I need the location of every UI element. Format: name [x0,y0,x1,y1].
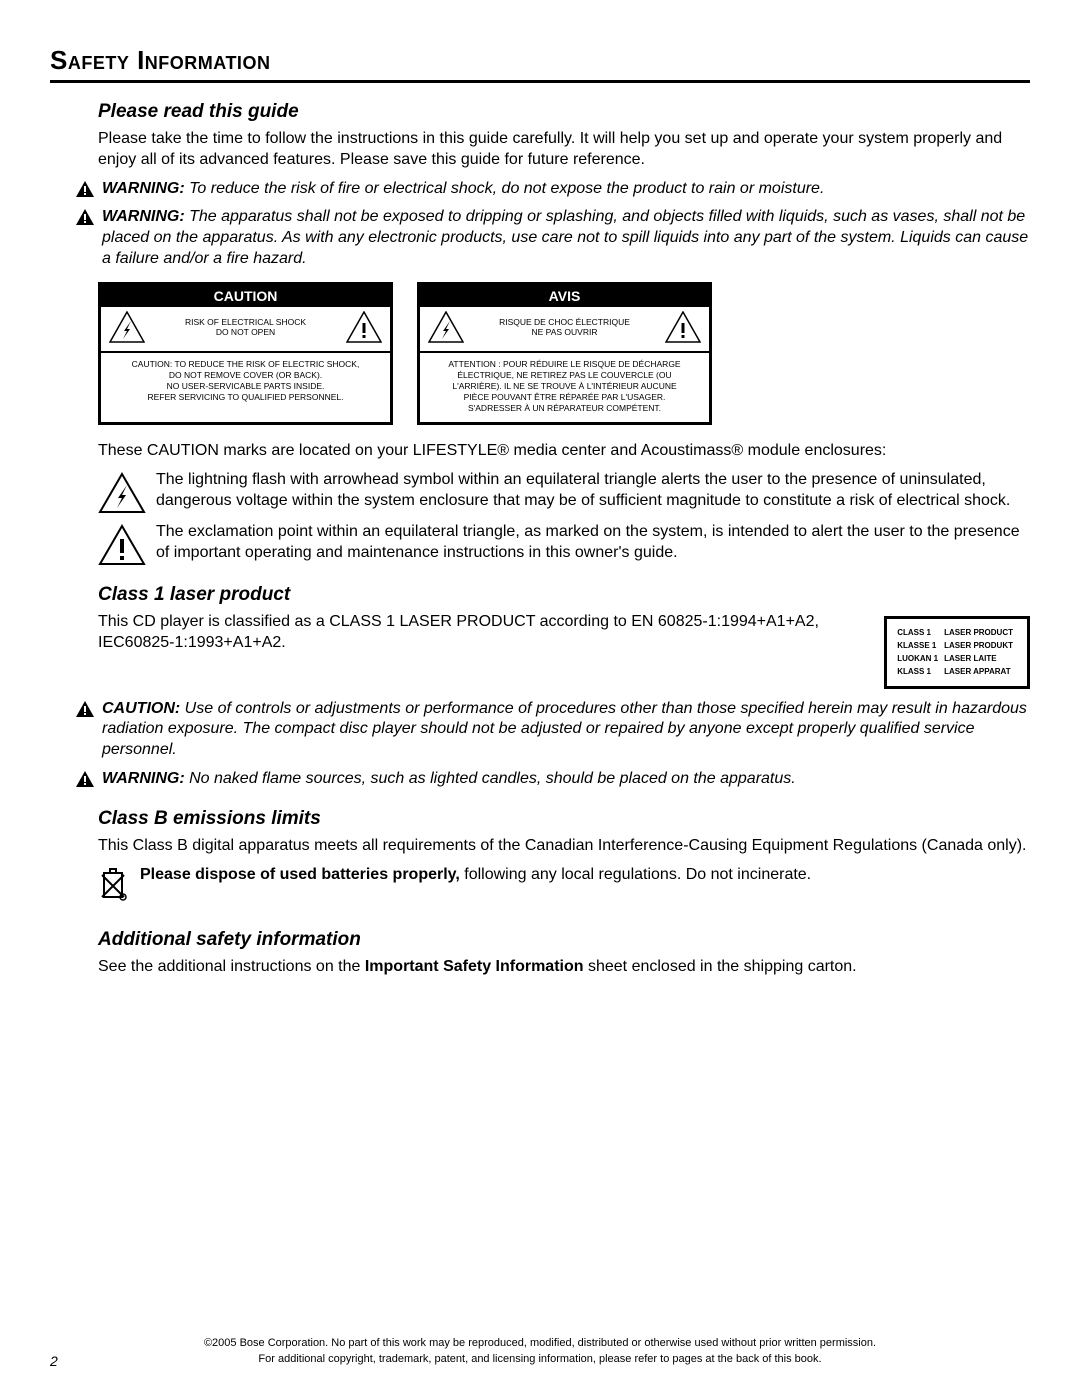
section-laser-title: Class 1 laser product [98,584,1030,606]
caution-box-fr: AVIS RISQUE DE CHOC ÉLECTRIQUENE PAS OUV… [417,282,712,425]
battery-row: Please dispose of used batteries properl… [98,865,1030,901]
battery-disposal-icon [98,865,128,901]
warning-2: WARNING: The apparatus shall not be expo… [76,207,1030,269]
warning-3-text: No naked flame sources, such as lighted … [189,770,796,787]
warning-2-label: WARNING: [102,208,185,225]
caution-boxes: CAUTION RISK OF ELECTRICAL SHOCKDO NOT O… [98,282,1030,425]
section-read-title: Please read this guide [98,101,1030,123]
lightning-symbol-row: The lightning flash with arrowhead symbo… [98,470,1030,514]
laser-class-label: CLASS 1LASER PRODUCTKLASSE 1LASER PRODUK… [884,616,1030,689]
warning-triangle-icon [76,701,94,717]
caution-en-mid2: DO NOT OPEN [216,327,275,337]
lightning-desc: The lightning flash with arrowhead symbo… [156,470,1030,512]
battery-text: Please dispose of used batteries properl… [140,865,811,886]
warning-1-text: To reduce the risk of fire or electrical… [189,180,824,197]
caution-1-text: Use of controls or adjustments or perfor… [102,700,1027,759]
exclamation-triangle-icon [346,311,382,343]
warning-triangle-icon [76,771,94,787]
warning-1-label: WARNING: [102,180,185,197]
section-classb-title: Class B emissions limits [98,808,1030,830]
page-number: 2 [50,1353,58,1369]
caution-box-en: CAUTION RISK OF ELECTRICAL SHOCKDO NOT O… [98,282,393,425]
caution-1-label: CAUTION: [102,700,180,717]
caution-fr-mid1: RISQUE DE CHOC ÉLECTRIQUE [499,317,630,327]
exclamation-triangle-icon [665,311,701,343]
warning-triangle-icon [76,209,94,225]
warning-1: WARNING: To reduce the risk of fire or e… [76,179,1030,200]
caution-fr-header: AVIS [420,285,709,307]
warning-3-label: WARNING: [102,770,185,787]
footer-line1: ©2005 Bose Corporation. No part of this … [50,1336,1030,1351]
section-additional-body: See the additional instructions on the I… [98,957,1030,978]
caution-fr-mid2: NE PAS OUVRIR [532,327,598,337]
footer: ©2005 Bose Corporation. No part of this … [50,1336,1030,1367]
lightning-triangle-icon [98,472,146,514]
section-read-body: Please take the time to follow the instr… [98,129,1030,171]
caution-fr-body: ATTENTION : POUR RÉDUIRE LE RISQUE DE DÉ… [420,353,709,422]
section-classb-body: This Class B digital apparatus meets all… [98,836,1030,857]
warning-2-text: The apparatus shall not be exposed to dr… [102,208,1028,267]
warning-3: WARNING: No naked flame sources, such as… [76,769,1030,790]
caution-en-header: CAUTION [101,285,390,307]
section-additional-title: Additional safety information [98,929,1030,951]
exclam-symbol-row: The exclamation point within an equilate… [98,522,1030,566]
warning-triangle-icon [76,181,94,197]
lightning-triangle-icon [109,311,145,343]
caution-1: CAUTION: Use of controls or adjustments … [76,699,1030,761]
marks-intro: These CAUTION marks are located on your … [98,441,1030,462]
lightning-triangle-icon [428,311,464,343]
footer-line2: For additional copyright, trademark, pat… [50,1352,1030,1367]
page-title: Safety Information [50,45,1030,83]
caution-en-mid1: RISK OF ELECTRICAL SHOCK [185,317,306,327]
caution-en-body: CAUTION: TO REDUCE THE RISK OF ELECTRIC … [101,353,390,411]
exclam-desc: The exclamation point within an equilate… [156,522,1030,564]
exclamation-triangle-icon [98,524,146,566]
